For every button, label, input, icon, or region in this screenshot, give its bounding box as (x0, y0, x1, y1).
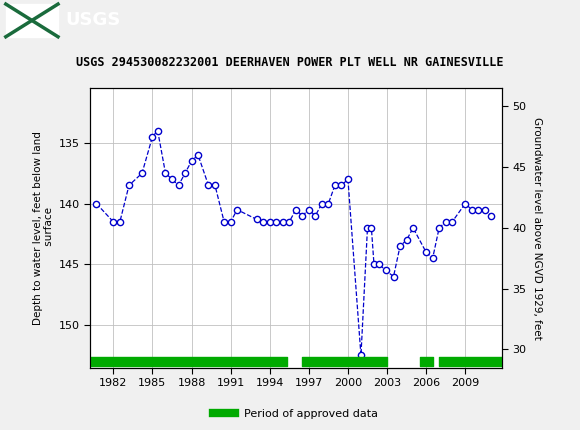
Y-axis label: Depth to water level, feet below land
 surface: Depth to water level, feet below land su… (32, 131, 54, 325)
Y-axis label: Groundwater level above NGVD 1929, feet: Groundwater level above NGVD 1929, feet (532, 117, 542, 339)
Legend: Period of approved data: Period of approved data (209, 405, 383, 424)
Text: USGS 294530082232001 DEERHAVEN POWER PLT WELL NR GAINESVILLE: USGS 294530082232001 DEERHAVEN POWER PLT… (76, 55, 504, 69)
FancyBboxPatch shape (6, 4, 58, 37)
Text: USGS: USGS (65, 12, 120, 29)
